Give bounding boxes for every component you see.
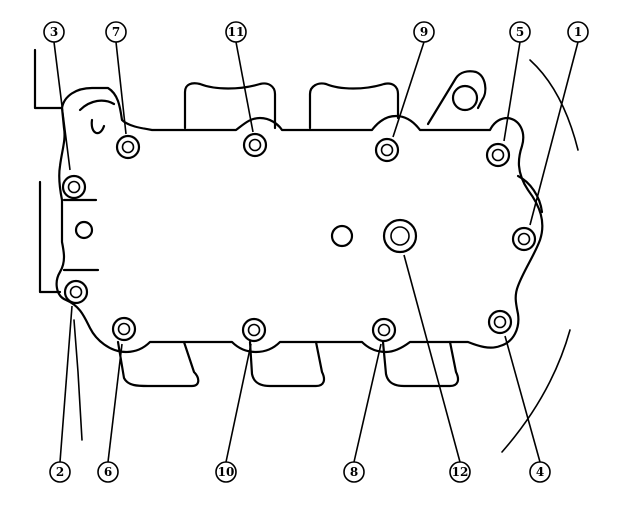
callout-10: 10	[215, 461, 237, 483]
svg-text:4: 4	[536, 465, 544, 479]
svg-text:3: 3	[50, 25, 58, 39]
callout-7: 7	[105, 21, 127, 43]
manifold-outline	[55, 86, 544, 354]
bolt-8	[371, 317, 397, 343]
callout-6: 6	[97, 461, 119, 483]
top-runner-lobes	[183, 70, 487, 130]
bolt-5	[485, 142, 511, 168]
svg-text:10: 10	[218, 465, 235, 479]
svg-text:8: 8	[350, 465, 358, 479]
center-hole	[330, 224, 354, 248]
top-right-dowel-hole	[451, 84, 479, 112]
bolt-set	[61, 132, 537, 343]
engine-block-edge	[33, 48, 83, 441]
housing-arcs	[501, 59, 579, 453]
svg-text:9: 9	[420, 25, 428, 39]
bolt-12	[382, 218, 418, 254]
svg-text:7: 7	[112, 25, 120, 39]
leader-lines	[53, 41, 579, 463]
svg-text:2: 2	[56, 465, 64, 479]
bolt-7	[115, 134, 141, 160]
callout-3: 3	[43, 21, 65, 43]
callout-4: 4	[529, 461, 551, 483]
bolt-4	[487, 309, 513, 335]
bolt-9	[374, 137, 400, 163]
callout-8: 8	[343, 461, 365, 483]
open-holes	[74, 220, 354, 248]
callout-2: 2	[49, 461, 71, 483]
bolt-1	[511, 226, 537, 252]
svg-text:12: 12	[452, 465, 469, 479]
bolt-10	[241, 317, 267, 343]
svg-text:1: 1	[574, 25, 582, 39]
callout-9: 9	[413, 21, 435, 43]
callout-1: 1	[567, 21, 589, 43]
callout-11: 11	[225, 21, 247, 43]
callout-12: 12	[449, 461, 471, 483]
svg-text:6: 6	[104, 465, 112, 479]
left-hole	[74, 220, 94, 240]
svg-text:5: 5	[516, 25, 524, 39]
bottom-runner-lobes	[116, 340, 460, 388]
callout-5: 5	[509, 21, 531, 43]
bolt-3	[61, 174, 87, 200]
callouts: 3 7 11 9 5 1 2 6 10 8 12 4	[43, 21, 589, 483]
bolt-2	[63, 279, 89, 305]
bolt-6	[111, 316, 137, 342]
svg-text:11: 11	[228, 25, 245, 39]
bolt-11	[242, 132, 268, 158]
